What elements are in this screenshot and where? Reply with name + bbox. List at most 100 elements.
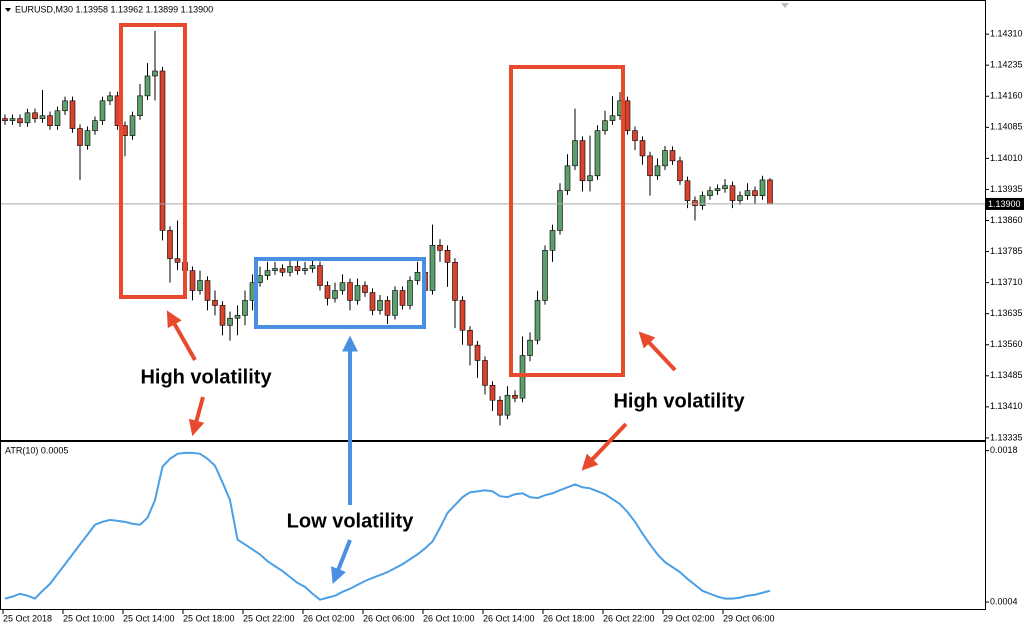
candle-body bbox=[572, 140, 578, 167]
candle-body bbox=[744, 190, 751, 196]
y-tick-label: 1.13485 bbox=[990, 370, 1023, 380]
candle-body bbox=[369, 292, 376, 311]
highlight-box bbox=[254, 257, 426, 329]
candle-body bbox=[354, 285, 361, 301]
y-tick-label: 1.13560 bbox=[990, 339, 1023, 349]
candle-body bbox=[609, 115, 616, 121]
candle-body bbox=[122, 125, 128, 136]
candle-body bbox=[384, 300, 391, 316]
highlight-box bbox=[119, 23, 187, 299]
x-tick-label: 29 Oct 06:00 bbox=[723, 613, 775, 623]
candle-body bbox=[557, 190, 563, 231]
y-tick-label: 1.13635 bbox=[990, 308, 1023, 318]
candle-body bbox=[347, 282, 353, 301]
candle-body bbox=[9, 118, 16, 121]
candle-body bbox=[47, 115, 53, 126]
candle-body bbox=[549, 230, 556, 251]
candle-body bbox=[474, 344, 481, 361]
x-tick-label: 26 Oct 06:00 bbox=[363, 613, 415, 623]
candle-body bbox=[669, 150, 676, 162]
candle-body bbox=[647, 155, 653, 177]
candle-body bbox=[219, 305, 226, 326]
x-tick-label: 29 Oct 02:00 bbox=[663, 613, 715, 623]
candle-body bbox=[107, 95, 113, 102]
candle-body bbox=[677, 160, 683, 182]
candle-body bbox=[497, 399, 503, 416]
candle-body bbox=[17, 118, 23, 124]
candle-body bbox=[399, 290, 406, 306]
candle-body bbox=[32, 112, 38, 119]
candle-body bbox=[564, 165, 571, 191]
x-tick-label: 26 Oct 10:00 bbox=[423, 613, 475, 623]
candle-body bbox=[542, 250, 548, 301]
candle-body bbox=[512, 394, 518, 399]
y-tick-label: 0.0004 bbox=[990, 596, 1018, 606]
x-tick-label: 26 Oct 22:00 bbox=[603, 613, 655, 623]
annotation: High volatility bbox=[140, 366, 272, 388]
candle-body bbox=[602, 120, 608, 131]
y-tick-label: 1.14160 bbox=[990, 91, 1023, 101]
annotation: Low volatility bbox=[287, 510, 415, 532]
candle-body bbox=[654, 165, 661, 177]
arrow bbox=[331, 539, 352, 584]
y-tick-label: 1.13860 bbox=[990, 215, 1023, 225]
y-tick-label: 1.13335 bbox=[990, 432, 1023, 442]
candle-body bbox=[294, 266, 301, 271]
arrow bbox=[581, 422, 628, 471]
y-tick-label: 1.13710 bbox=[990, 277, 1023, 287]
candle-body bbox=[54, 110, 61, 126]
candle-body bbox=[729, 185, 736, 201]
candle-body bbox=[444, 250, 451, 263]
y-tick-label: 1.14235 bbox=[990, 60, 1023, 70]
candle-body bbox=[69, 100, 76, 129]
candle-body bbox=[24, 112, 31, 124]
candle-body bbox=[594, 130, 601, 177]
candle-body bbox=[587, 175, 593, 182]
candle-body bbox=[129, 115, 136, 136]
candle-body bbox=[317, 265, 323, 286]
candle-body bbox=[189, 270, 196, 291]
candle-body bbox=[534, 300, 541, 341]
candle-body bbox=[684, 180, 691, 201]
candle-body bbox=[332, 290, 338, 299]
indicator-title: ATR(10) 0.0005 bbox=[5, 445, 68, 455]
candle-body bbox=[392, 290, 398, 316]
candle-body bbox=[459, 300, 466, 331]
x-tick-label: 25 Oct 2018 bbox=[3, 613, 52, 623]
y-tick-label: 0.0018 bbox=[990, 445, 1018, 455]
arrow bbox=[638, 331, 677, 372]
candle-body bbox=[309, 265, 316, 269]
arrow bbox=[166, 310, 197, 361]
candle-body bbox=[279, 268, 286, 273]
current-price-label: 1.13900 bbox=[988, 199, 1021, 209]
y-tick-label: 1.14010 bbox=[990, 153, 1023, 163]
candle-body bbox=[714, 188, 721, 191]
candle-body bbox=[707, 190, 713, 196]
candle-body bbox=[639, 140, 646, 157]
candle-body bbox=[174, 258, 181, 263]
x-tick-label: 26 Oct 14:00 bbox=[483, 613, 535, 623]
candle-body bbox=[692, 200, 698, 206]
y-tick-label: 1.13410 bbox=[990, 401, 1023, 411]
indicator-panel bbox=[0, 441, 986, 610]
candle-body bbox=[662, 150, 668, 167]
menu-triangle bbox=[5, 8, 11, 12]
candle-body bbox=[234, 315, 241, 319]
y-tick-label: 1.14085 bbox=[990, 122, 1023, 132]
candle-body bbox=[264, 270, 271, 276]
candle-body bbox=[362, 285, 368, 293]
candle-body bbox=[722, 185, 728, 189]
y-tick-label: 1.13935 bbox=[990, 184, 1023, 194]
candle-body bbox=[302, 268, 308, 271]
x-tick-label: 26 Oct 02:00 bbox=[303, 613, 355, 623]
candle-body bbox=[159, 70, 166, 231]
candle-body bbox=[257, 275, 263, 283]
candle-body bbox=[212, 300, 218, 306]
candle-body bbox=[752, 190, 758, 196]
candle-body bbox=[414, 271, 421, 281]
candle-body bbox=[227, 317, 233, 326]
candle-body bbox=[377, 300, 383, 311]
candle-body bbox=[339, 282, 346, 291]
